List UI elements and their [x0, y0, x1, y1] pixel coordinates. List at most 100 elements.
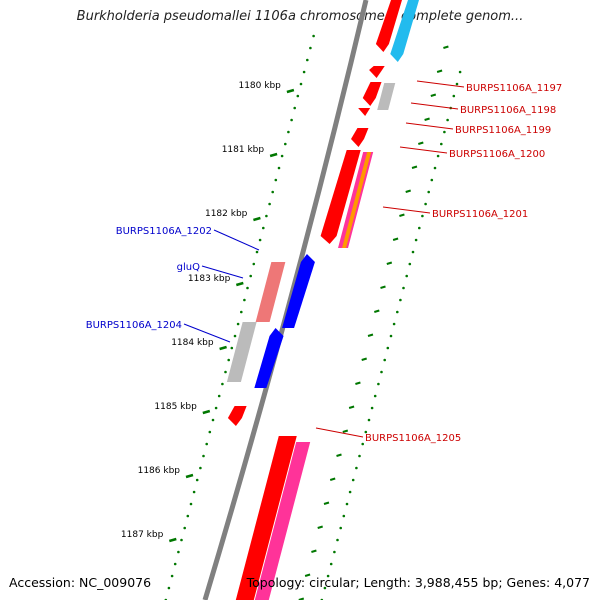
gc-dot-right: [336, 538, 339, 542]
gc-dot-right: [427, 190, 431, 194]
cds-forward-block: [369, 66, 385, 78]
cds-reverse-block: [255, 262, 286, 322]
gc-dot-left: [309, 46, 312, 50]
gc-dot-left: [236, 322, 240, 326]
gc-dot-right: [367, 418, 371, 422]
tick-label: 1182 kbp: [205, 209, 248, 219]
gc-dot-right: [458, 70, 462, 74]
gc-dot-left: [208, 430, 212, 434]
gc-dash: [399, 213, 405, 217]
cds-reverse-block: [282, 254, 315, 328]
cds-forward-block: [358, 108, 372, 116]
gc-dot-right: [339, 526, 343, 530]
gene-label: BURPS1106A_1197: [466, 83, 562, 94]
cds-forward-block: [227, 406, 247, 426]
gc-dot-left: [180, 538, 183, 542]
gc-dash: [405, 189, 411, 193]
gc-dot-left: [274, 178, 278, 182]
gc-dot-left: [186, 514, 190, 518]
tick-label: 1181 kbp: [222, 145, 265, 155]
cds-forward-block-outer: [342, 152, 372, 248]
gc-dot-left: [243, 298, 246, 302]
gc-dot-right: [424, 202, 427, 206]
gc-dot-right: [421, 214, 424, 218]
gc-dot-left: [202, 454, 205, 458]
gc-dot-right: [355, 466, 358, 470]
topology-text: Topology: circular; Length: 3,988,455 bp…: [246, 575, 590, 590]
gc-dot-left: [227, 358, 230, 362]
cds-forward-block-outer: [254, 442, 311, 600]
gc-dash: [342, 429, 349, 433]
cds-forward-block: [375, 0, 402, 52]
tick-label: 1183 kbp: [188, 274, 231, 284]
gc-dot-right: [402, 286, 405, 290]
gene-leader-line: [315, 427, 364, 438]
gc-dot-right: [370, 406, 374, 410]
gc-dot-right: [380, 370, 383, 374]
gc-dot-left: [302, 70, 306, 74]
gc-dot-left: [189, 502, 193, 506]
tick-mark: [185, 473, 194, 479]
gc-dot-left: [211, 418, 215, 422]
gc-dot-right: [342, 514, 346, 518]
gene-label: gluQ: [177, 262, 200, 273]
gc-dot-right: [392, 322, 396, 326]
tick-label: 1185 kbp: [154, 402, 197, 412]
gene-leader-line: [410, 102, 459, 110]
tick-mark: [235, 281, 244, 287]
gene-label: BURPS1106A_1205: [365, 433, 461, 444]
gc-dot-right: [326, 574, 330, 578]
cds-forward-block: [351, 128, 369, 147]
cds-forward-block: [362, 82, 382, 106]
gc-dot-right: [405, 274, 409, 278]
tick-label: 1180 kbp: [238, 81, 281, 91]
gc-dash: [386, 261, 393, 265]
tick-mark: [269, 152, 278, 158]
gc-dash: [361, 357, 367, 361]
tick-label: 1187 kbp: [121, 530, 164, 540]
gc-dot-left: [280, 154, 284, 158]
gc-dot-left: [277, 166, 281, 170]
gc-dot-right: [333, 550, 336, 554]
tick-mark: [286, 88, 295, 94]
gc-dash: [304, 573, 311, 577]
gc-dot-left: [258, 238, 262, 242]
gc-dot-right: [411, 250, 415, 254]
cds-forward-block-outer: [390, 0, 419, 62]
gene-leader-line: [416, 80, 465, 88]
gc-dot-left: [205, 442, 208, 446]
tick-mark: [219, 345, 227, 351]
gc-dot-left: [296, 94, 300, 98]
gc-dot-left: [293, 106, 297, 110]
gc-dot-right: [408, 262, 412, 266]
gene-leader-line: [201, 265, 244, 279]
gene-label: BURPS1106A_1198: [460, 105, 556, 116]
gc-dash: [374, 309, 380, 313]
gc-dash: [436, 69, 443, 73]
gc-dash: [355, 381, 361, 385]
gene-label: BURPS1106A_1204: [86, 320, 182, 331]
tick-label: 1186 kbp: [138, 466, 181, 476]
gc-dash: [430, 93, 437, 97]
gc-dot-left: [199, 466, 202, 470]
gc-dot-right: [399, 298, 402, 302]
gc-dot-right: [358, 454, 361, 458]
gc-dash: [418, 141, 424, 145]
gc-dot-right: [389, 334, 393, 338]
gene-leader-line: [213, 229, 260, 251]
gc-dot-right: [396, 310, 399, 314]
gc-dot-right: [452, 94, 456, 98]
gc-dot-left: [268, 202, 271, 206]
gc-dot-right: [377, 382, 380, 386]
gene-leader-line: [183, 323, 231, 343]
gc-dot-left: [299, 82, 303, 86]
gc-dot-right: [414, 238, 418, 242]
gc-dot-left: [183, 526, 186, 530]
cds-forward-block: [235, 436, 297, 600]
gc-dot-left: [224, 370, 227, 374]
gc-dot-right: [440, 142, 443, 146]
gc-dot-left: [246, 286, 249, 290]
tick-mark: [202, 409, 211, 415]
